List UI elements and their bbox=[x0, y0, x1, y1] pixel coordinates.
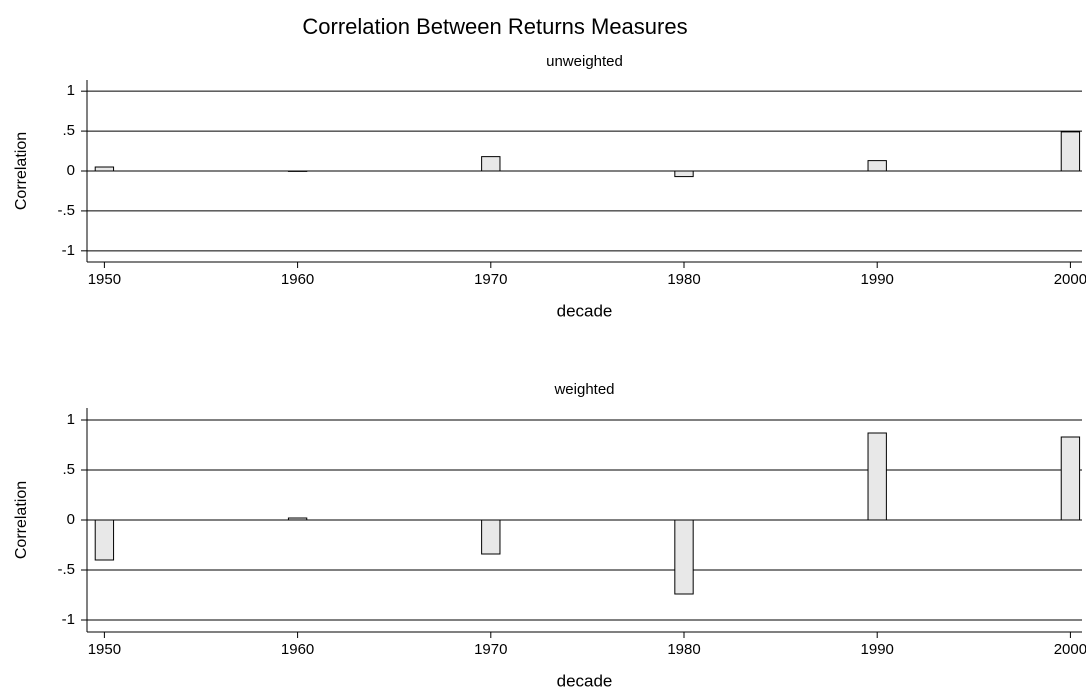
x-axis-label: decade bbox=[557, 301, 613, 320]
y-tick-label: -.5 bbox=[57, 202, 75, 219]
y-tick-label: -1 bbox=[62, 611, 75, 628]
x-tick-label: 1970 bbox=[474, 271, 507, 288]
y-tick-label: .5 bbox=[62, 122, 75, 139]
y-tick-label: -1 bbox=[62, 242, 75, 259]
x-tick-label: 1950 bbox=[88, 641, 121, 658]
bar bbox=[94, 166, 115, 172]
y-tick-label: .5 bbox=[62, 461, 75, 478]
bar bbox=[867, 432, 887, 521]
y-tick-label: -.5 bbox=[57, 561, 75, 578]
subplot-title: unweighted bbox=[546, 53, 623, 70]
y-tick-label: 1 bbox=[67, 411, 75, 428]
x-tick-label: 1950 bbox=[88, 271, 121, 288]
x-tick-label: 2000 bbox=[1054, 271, 1086, 288]
subplot-title: weighted bbox=[553, 381, 614, 398]
x-axis-label: decade bbox=[557, 671, 613, 690]
bar bbox=[94, 519, 115, 561]
y-axis-label: Correlation bbox=[13, 481, 30, 559]
x-tick-label: 1980 bbox=[667, 641, 700, 658]
x-tick-label: 1990 bbox=[861, 641, 894, 658]
x-tick-label: 1970 bbox=[474, 641, 507, 658]
y-tick-label: 0 bbox=[67, 511, 75, 528]
x-tick-label: 1980 bbox=[667, 271, 700, 288]
bar bbox=[481, 519, 501, 555]
x-tick-label: 1960 bbox=[281, 641, 314, 658]
bar bbox=[1060, 131, 1081, 172]
y-tick-label: 0 bbox=[67, 162, 75, 179]
y-axis-label: Correlation bbox=[13, 132, 30, 210]
bar bbox=[867, 160, 887, 172]
bar bbox=[287, 517, 308, 521]
x-tick-label: 1960 bbox=[281, 271, 314, 288]
x-tick-label: 2000 bbox=[1054, 641, 1086, 658]
bar bbox=[674, 519, 694, 595]
x-tick-label: 1990 bbox=[861, 271, 894, 288]
bar bbox=[1060, 436, 1081, 521]
bar bbox=[481, 156, 501, 172]
chart-title: Correlation Between Returns Measures bbox=[302, 14, 687, 39]
y-tick-label: 1 bbox=[67, 82, 75, 99]
bar bbox=[674, 170, 694, 178]
